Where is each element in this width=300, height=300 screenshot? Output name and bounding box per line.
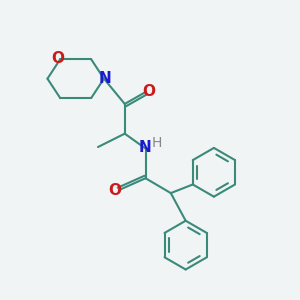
Text: N: N — [99, 70, 112, 86]
Text: N: N — [138, 140, 151, 154]
Text: O: O — [108, 183, 121, 198]
Text: O: O — [142, 84, 156, 99]
Text: O: O — [51, 51, 64, 66]
Text: H: H — [152, 136, 162, 150]
